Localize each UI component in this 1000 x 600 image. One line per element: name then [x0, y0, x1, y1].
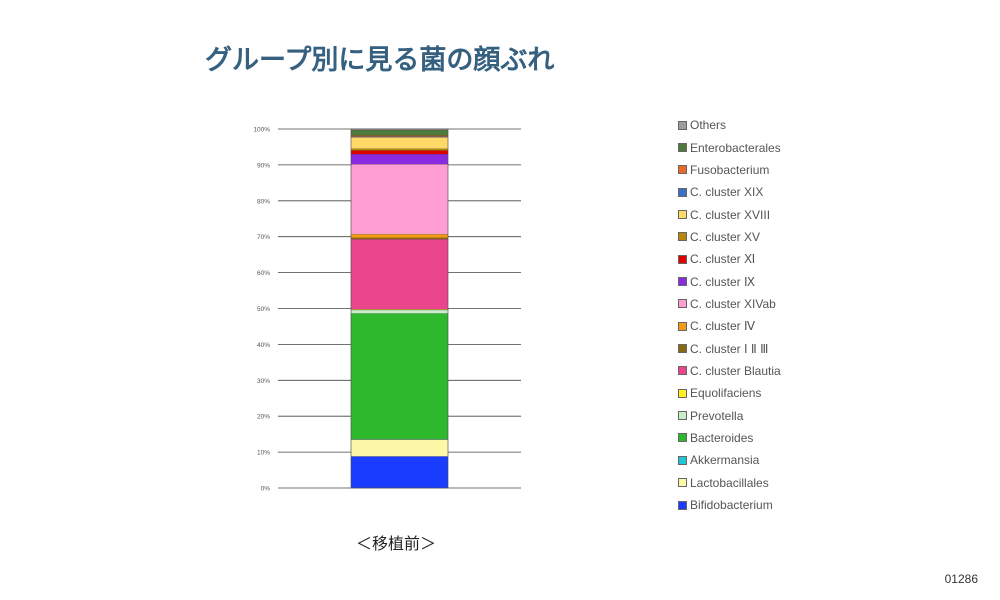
y-tick-label: 60% [257, 270, 270, 277]
bar-segment [350, 309, 449, 314]
legend-swatch [678, 143, 687, 153]
legend-label: Enterobacterales [690, 140, 781, 155]
bar-segment [350, 137, 449, 149]
legend-item: Others [678, 114, 878, 136]
legend-swatch [678, 232, 687, 242]
legend-label: Equolifaciens [690, 386, 762, 401]
legend-label: C. cluster Ⅸ [690, 274, 756, 289]
bar-segment [350, 456, 449, 489]
legend-swatch [678, 500, 687, 510]
y-axis-ticks: 0% 10% 20% 30% 40% 50% 60% 70% 80% 90% 100% [253, 127, 270, 493]
legend-item: C. cluster XIVab [678, 293, 878, 315]
legend-swatch [678, 120, 687, 130]
legend-label: Others [690, 118, 727, 133]
legend-label: Akkermansia [690, 453, 760, 468]
legend-item: C. cluster XVIII [678, 203, 878, 225]
legend-swatch [678, 165, 687, 175]
legend-item: Lactobacillales [678, 472, 878, 494]
legend-item: C. cluster XV [678, 226, 878, 248]
legend-item: Prevotella [678, 404, 878, 426]
bar-segment [350, 237, 449, 240]
y-tick-label: 90% [257, 162, 270, 169]
legend-item: C. cluster Ⅰ Ⅱ Ⅲ [678, 337, 878, 359]
bar-outline [350, 128, 449, 489]
legend-swatch [678, 187, 687, 197]
legend-label: C. cluster Ⅰ Ⅱ Ⅲ [690, 341, 769, 356]
legend-label: C. cluster XIX [690, 185, 764, 200]
legend-label: Bacteroides [690, 430, 754, 445]
bar-segment [350, 148, 449, 151]
legend-swatch [678, 277, 687, 287]
y-tick-label: 30% [257, 378, 270, 385]
legend: Others Enterobacterales Fusobacterium C. cl… [678, 114, 878, 516]
legend-item: Fusobacterium [678, 159, 878, 181]
legend-swatch [678, 455, 687, 465]
y-tick-label: 0% [261, 486, 271, 493]
legend-item: C. cluster Blautia [678, 360, 878, 382]
bar-segment [350, 233, 449, 238]
legend-label: C. cluster XVIII [690, 207, 771, 222]
legend-label: C. cluster XIVab [690, 296, 776, 311]
y-tick-label: 80% [257, 198, 270, 205]
legend-item: C. cluster Ⅺ [678, 248, 878, 270]
bar-segment [350, 153, 449, 165]
legend-swatch [678, 344, 687, 354]
legend-item: C. cluster XIX [678, 181, 878, 203]
legend-label: Bifidobacterium [690, 498, 773, 513]
y-tick-label: 40% [257, 342, 270, 349]
bar-segment [350, 129, 449, 136]
y-tick-label: 70% [257, 234, 270, 241]
legend-label: C. cluster Ⅳ [690, 319, 756, 334]
stacked-bar [350, 128, 449, 489]
y-tick-label: 10% [257, 450, 270, 457]
bar-segment [350, 150, 449, 155]
legend-label: C. cluster Blautia [690, 363, 781, 378]
legend-label: C. cluster XV [690, 229, 761, 244]
legend-item: C. cluster Ⅳ [678, 315, 878, 337]
legend-swatch [678, 411, 687, 421]
legend-label: Lactobacillales [690, 475, 769, 490]
legend-label: C. cluster Ⅺ [690, 252, 756, 267]
legend-item: Bacteroides [678, 427, 878, 449]
y-tick-label: 100% [253, 127, 270, 134]
legend-swatch [678, 210, 687, 220]
legend-item: Enterobacterales [678, 136, 878, 158]
legend-label: Prevotella [690, 408, 744, 423]
bar-segment [350, 163, 449, 235]
legend-item: Bifidobacterium [678, 494, 878, 516]
legend-swatch [678, 388, 687, 398]
legend-swatch [678, 321, 687, 331]
legend-swatch [678, 433, 687, 443]
page-number: 01286 [944, 572, 978, 586]
y-tick-label: 50% [257, 306, 270, 313]
bar-segment [350, 439, 449, 457]
legend-item: Equolifaciens [678, 382, 878, 404]
y-tick-label: 20% [257, 414, 270, 421]
chart-caption: ＜移植前＞ [356, 534, 437, 553]
legend-label: Fusobacterium [690, 162, 770, 177]
legend-swatch [678, 254, 687, 264]
legend-swatch [678, 299, 687, 309]
bar-segment [350, 313, 449, 440]
bar-segment [350, 239, 449, 310]
legend-item: Akkermansia [678, 449, 878, 471]
slide-title: グループ別に見る菌の顔ぶれ [205, 45, 555, 76]
legend-item: C. cluster Ⅸ [678, 270, 878, 292]
legend-swatch [678, 366, 687, 376]
legend-swatch [678, 478, 687, 488]
